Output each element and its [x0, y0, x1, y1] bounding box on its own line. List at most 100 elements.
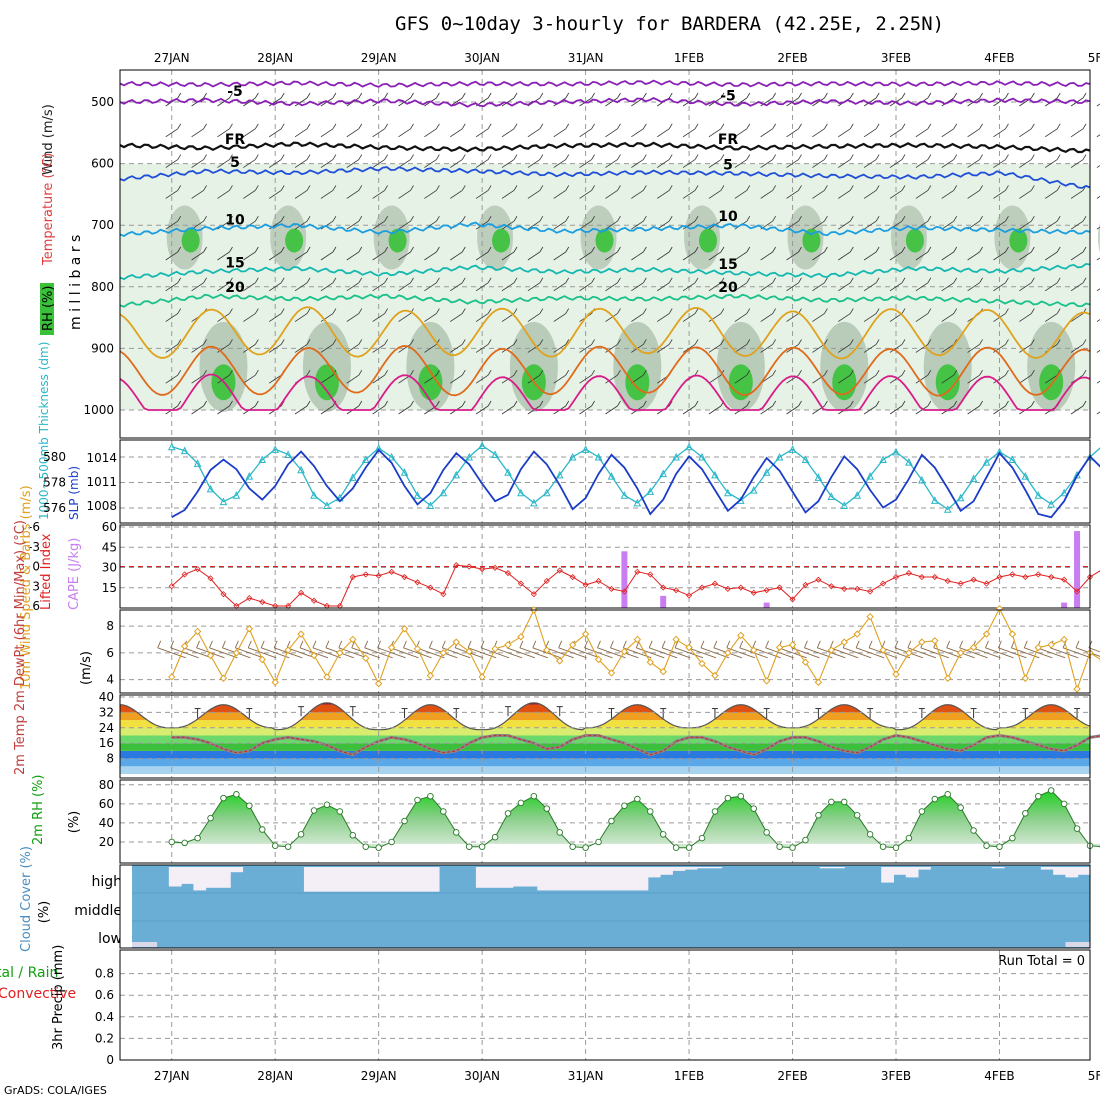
wind-barb-flag	[849, 123, 854, 130]
li-point	[440, 591, 447, 598]
wind10m-point	[1073, 685, 1081, 693]
li-point	[220, 591, 227, 598]
wind-barb-flag	[410, 369, 414, 376]
wind-barb	[268, 313, 282, 322]
wind10m-barb-flag	[674, 640, 679, 649]
wind10m-point	[1008, 630, 1017, 638]
wind-barb-flag	[461, 339, 466, 345]
rh-point	[815, 812, 822, 819]
wind-barb-flag	[617, 308, 621, 314]
wind-barb	[1019, 282, 1032, 292]
wind-barb-flag	[203, 400, 207, 407]
wind-barb	[424, 190, 437, 199]
wind-barb-flag	[565, 246, 570, 253]
wind-barb	[501, 97, 515, 107]
wind-barb	[294, 97, 308, 107]
cloud-high-clear	[205, 867, 219, 888]
wind10m-point	[788, 641, 797, 649]
wind-barb	[708, 344, 722, 353]
li-point	[634, 568, 641, 575]
wind-barb-flag	[1030, 400, 1035, 407]
wind-barb-flag	[979, 246, 983, 253]
wind-barb-flag	[772, 154, 777, 160]
wind-barb	[760, 251, 773, 261]
wind-barb	[579, 374, 592, 384]
wind-barb	[268, 344, 282, 353]
thickness-point	[969, 474, 978, 483]
contour-label-FR: FR	[718, 132, 739, 148]
wind-barb-flag	[1082, 339, 1087, 345]
wind-barb	[217, 220, 230, 230]
wind-barb	[605, 128, 618, 138]
wind-barb	[863, 190, 877, 199]
li-point	[918, 573, 925, 581]
li-point	[1074, 588, 1081, 595]
wind-barb	[450, 374, 463, 384]
wind-barb	[475, 282, 489, 292]
contour-label-5: 5	[230, 155, 240, 171]
wind-barb	[553, 159, 566, 168]
wind-barb-flag	[901, 339, 906, 345]
wind-barb	[320, 159, 334, 168]
wind-barb	[631, 128, 644, 138]
li-point	[750, 589, 757, 596]
wind-barb-flag	[591, 246, 595, 253]
wind-barb-flag	[539, 308, 544, 314]
rh-point	[582, 844, 589, 851]
cloud-row-middle: middle	[74, 903, 122, 919]
wind-barb	[243, 128, 256, 138]
thickness-point	[465, 452, 474, 461]
li-point	[892, 573, 900, 581]
li-point	[763, 587, 770, 594]
rh-point	[853, 812, 861, 819]
wind-barb	[268, 159, 282, 168]
wind10m-barb-flag	[441, 640, 446, 649]
wind-barb	[760, 344, 773, 353]
wind10m-barb	[985, 647, 1014, 659]
wind-barb	[656, 251, 670, 261]
thickness-point	[530, 498, 538, 507]
wind-barb	[527, 251, 541, 261]
wind-barb	[268, 251, 282, 261]
wind-barb	[1096, 103, 1100, 107]
wind-barb	[734, 282, 748, 292]
wind-barb-flag	[436, 369, 440, 376]
cloud-high-clear	[1065, 867, 1079, 878]
li-point	[711, 580, 718, 587]
contour-label-5: 5	[723, 157, 733, 173]
wind-barb-flag	[203, 215, 207, 222]
wind-barb-flag	[875, 246, 880, 253]
wind-barb-flag	[461, 154, 466, 160]
wind-barb	[734, 374, 748, 384]
thickness-point	[607, 472, 616, 480]
wind-barb	[501, 190, 515, 199]
wind10m-barb-flag	[622, 640, 627, 649]
contour--10	[119, 79, 1091, 88]
wind10m-barb-flag	[726, 640, 731, 649]
bottom-date-27JAN: 27JAN	[154, 1069, 190, 1083]
wind-barb	[1096, 226, 1100, 230]
bottom-date-30JAN: 30JAN	[464, 1069, 500, 1083]
wind10m-point	[853, 630, 861, 638]
cloud-high-clear	[647, 867, 661, 878]
wind-barb-flag	[979, 339, 983, 345]
rh-point	[543, 805, 551, 812]
wind10m-barb-flag	[597, 640, 601, 649]
wind-barb	[191, 190, 204, 199]
wind-barb	[812, 190, 825, 199]
wind10m-barb-flag	[803, 640, 808, 649]
wind10m-point	[879, 646, 887, 654]
wind-barb	[320, 190, 334, 199]
cloud-panel: Cloud Cover (%) high middle low (%)	[19, 846, 1091, 952]
wind10m-barb	[351, 647, 380, 659]
wind-barb	[346, 128, 360, 138]
wind10m-point	[349, 635, 357, 644]
wind-barb	[760, 313, 773, 322]
wind-barb-flag	[254, 123, 259, 130]
li-point	[867, 588, 874, 595]
contour-10	[119, 221, 1091, 238]
wind-barb-flag	[668, 154, 673, 160]
wind10m-barb-flag	[247, 640, 252, 649]
cape-tick-45: 45	[102, 540, 117, 554]
wind-barb-flag	[384, 277, 389, 284]
